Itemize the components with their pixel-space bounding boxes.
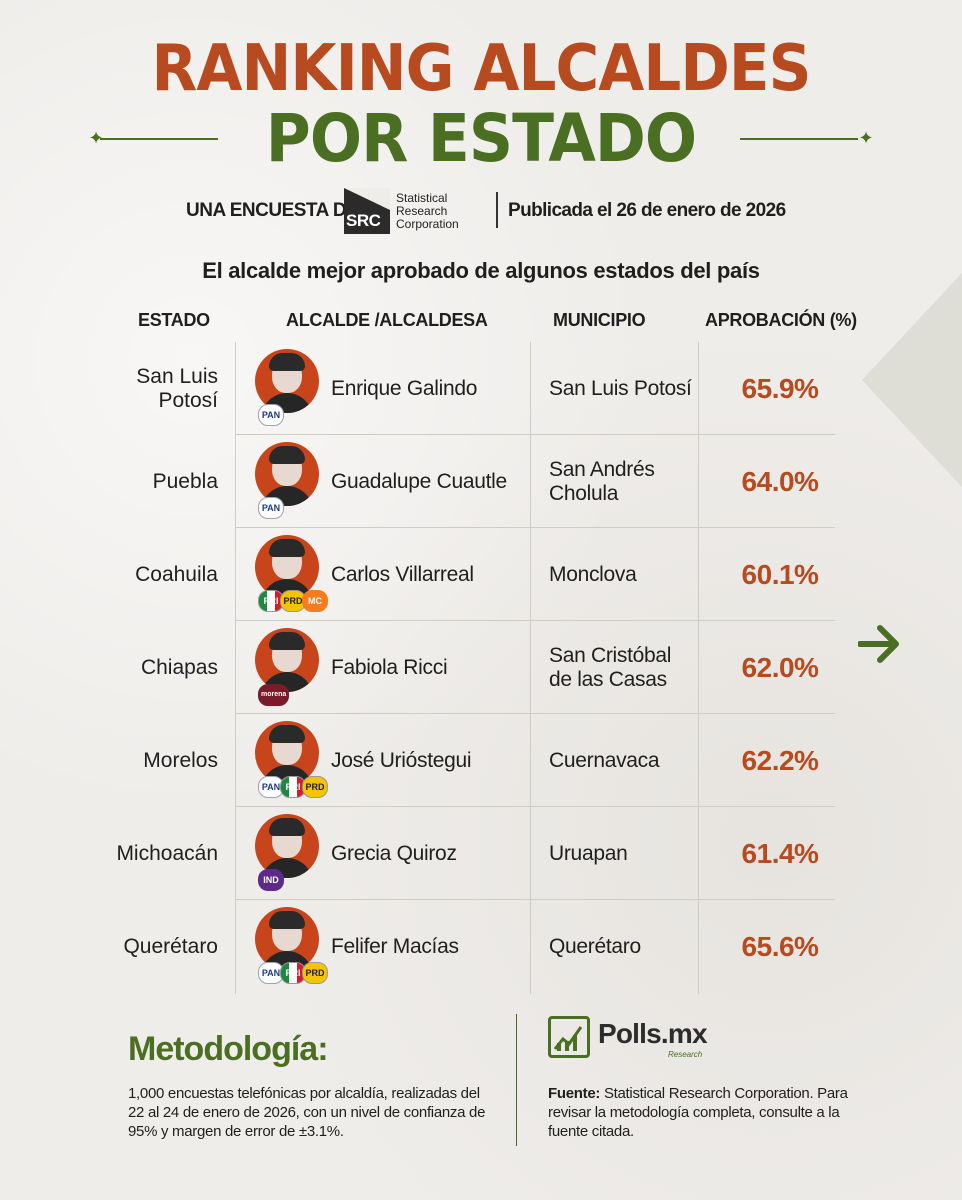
column-divider	[235, 342, 236, 994]
party-badges: PAN PRI PRD	[258, 962, 328, 984]
source-note: Fuente: Statistical Research Corporation…	[548, 1085, 848, 1140]
arrow-right-icon[interactable]	[858, 624, 902, 664]
estado-cell: Michoacán	[116, 841, 218, 865]
decorative-shape	[862, 230, 962, 530]
polls-brand-sub: Research	[668, 1050, 703, 1059]
mayor-photo	[255, 349, 319, 413]
mayor-photo	[255, 721, 319, 785]
party-badge-mc: MC	[302, 590, 328, 612]
municipio-cell: San Andrés Cholula	[549, 457, 655, 505]
estado-cell: San Luis Potosí	[136, 364, 218, 412]
column-header-alcalde: ALCALDE /ALCALDESA	[286, 310, 488, 330]
aprobacion-value: 65.9%	[741, 372, 819, 404]
municipio-cell: Monclova	[549, 562, 637, 586]
aprobacion-value: 62.2%	[741, 744, 819, 776]
alcalde-name: Enrique Galindo	[331, 376, 478, 400]
title-rule-left	[100, 138, 218, 140]
column-header-aprobacion: APROBACIÓN (%)	[705, 310, 857, 330]
table-row: Chiapas morena Fabiola Ricci San Cristóbal …	[100, 621, 860, 714]
page-title-line1: RANKING ALCALDES	[151, 32, 811, 106]
alcalde-name: Carlos Villarreal	[331, 562, 474, 586]
alcalde-name: Guadalupe Cuautle	[331, 469, 507, 493]
party-badges: PAN PRI PRD	[258, 776, 328, 798]
src-name: Statistical Research Corporation	[396, 191, 459, 231]
footer-divider	[516, 1014, 517, 1146]
alcalde-name: José Urióstegui	[331, 748, 472, 772]
aprobacion-value: 65.6%	[741, 930, 819, 962]
party-badges: PAN	[258, 497, 284, 519]
party-badges: morena	[258, 683, 290, 706]
municipio-cell: Cuernavaca	[549, 748, 660, 772]
row-divider	[235, 434, 835, 435]
party-badge-prd: PRD	[302, 776, 328, 798]
party-badge-prd: PRD	[302, 962, 328, 984]
row-divider	[235, 620, 835, 621]
survey-label: UNA ENCUESTA DE:	[186, 200, 365, 221]
party-badges: PRI PRD MC	[258, 590, 328, 612]
alcalde-name: Grecia Quiroz	[331, 841, 457, 865]
mayor-photo	[255, 442, 319, 506]
estado-cell: Querétaro	[123, 934, 218, 958]
star-ornament-icon: ✦	[88, 128, 104, 148]
table-row: Michoacán IND Grecia Quiroz Uruapan 61.4%	[100, 807, 860, 900]
row-divider	[235, 806, 835, 807]
methodology-text: 1,000 encuestas telefónicas por alcaldía…	[128, 1085, 486, 1140]
row-divider	[235, 899, 835, 900]
title-rule-right	[740, 138, 858, 140]
party-badge-pan: PAN	[258, 497, 284, 519]
municipio-cell: Querétaro	[549, 934, 641, 958]
municipio-cell: Uruapan	[549, 841, 628, 865]
party-badge-pan: PAN	[258, 404, 284, 426]
party-badge-morena: morena	[258, 684, 290, 706]
estado-cell: Coahuila	[135, 562, 218, 586]
column-divider	[530, 342, 531, 994]
polls-logo-icon	[548, 1016, 590, 1058]
estado-cell: Puebla	[152, 469, 218, 493]
src-logo: SRC	[344, 188, 390, 234]
star-ornament-icon: ✦	[858, 128, 874, 148]
aprobacion-value: 64.0%	[741, 465, 819, 497]
column-divider	[698, 342, 699, 994]
table-row: Querétaro PAN PRI PRD Felifer Macías Querétar…	[100, 900, 860, 993]
table-row: Coahuila PRI PRD MC Carlos Villarreal Monclov…	[100, 528, 860, 621]
byline-separator	[496, 192, 498, 228]
table-row: Puebla PAN Guadalupe Cuautle San Andrés Cho…	[100, 435, 860, 528]
aprobacion-value: 61.4%	[741, 837, 819, 869]
estado-cell: Morelos	[143, 748, 218, 772]
municipio-cell: San Luis Potosí	[549, 376, 692, 400]
column-header-municipio: MUNICIPIO	[553, 310, 646, 330]
municipio-cell: San Cristóbal de las Casas	[549, 643, 672, 691]
row-divider	[235, 713, 835, 714]
party-badge-ind: IND	[258, 869, 284, 891]
party-badges: IND	[258, 869, 284, 891]
subtitle: El alcalde mejor aprobado de algunos est…	[202, 258, 760, 283]
byline: UNA ENCUESTA DE: SRC Statistical Researc…	[0, 188, 962, 238]
page-title-line2: POR ESTADO	[265, 100, 697, 177]
aprobacion-value: 62.0%	[741, 651, 819, 683]
published-date: Publicada el 26 de enero de 2026	[508, 200, 786, 221]
party-badges: PAN	[258, 404, 284, 426]
estado-cell: Chiapas	[140, 655, 218, 679]
aprobacion-value: 60.1%	[741, 558, 819, 590]
table-row: San Luis Potosí PAN Enrique Galindo San Lui…	[100, 342, 860, 435]
alcalde-name: Fabiola Ricci	[331, 655, 448, 679]
column-header-estado: ESTADO	[138, 310, 210, 330]
polls-brand: Polls.mx	[598, 1018, 708, 1049]
table-row: Morelos PAN PRI PRD José Urióstegui Cuernavac…	[100, 714, 860, 807]
party-badge-pri: PRI	[258, 590, 284, 612]
party-badge-pri: PRI	[280, 776, 306, 798]
row-divider	[235, 527, 835, 528]
methodology-title: Metodología:	[128, 1030, 329, 1068]
alcalde-name: Felifer Macías	[331, 934, 459, 958]
